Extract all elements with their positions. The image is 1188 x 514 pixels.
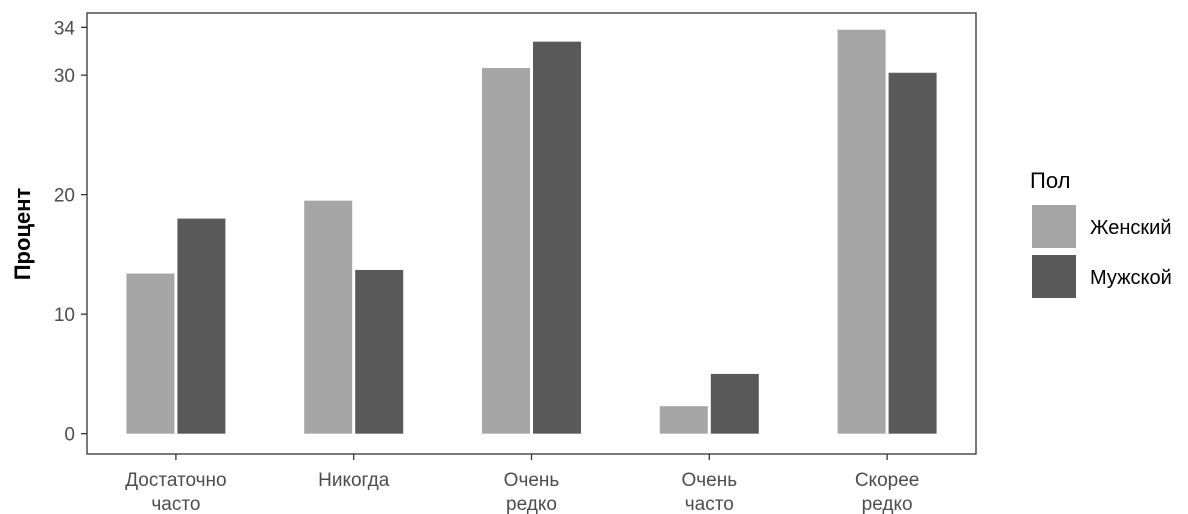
bar-male-1	[355, 269, 404, 434]
x-tick-label: Очень часто	[681, 470, 737, 514]
bar-male-4	[888, 72, 937, 434]
legend-swatch-male	[1032, 255, 1076, 298]
x-axis: Достаточно часто Никогда Очень редко Очень час…	[125, 454, 919, 514]
legend: Пол Женский Мужской	[1030, 168, 1172, 298]
x-tick-label: Скорее редко	[855, 470, 920, 514]
x-tick-label: Достаточно часто	[125, 470, 226, 514]
legend-label-female: Женский	[1090, 217, 1171, 239]
bar-female-0	[126, 273, 175, 434]
y-axis: 0 10 20 30 34	[54, 18, 87, 446]
y-tick-label: 0	[64, 425, 75, 446]
y-tick-label: 10	[54, 305, 75, 326]
y-tick-label: 34	[54, 18, 76, 39]
legend-label-male: Мужской	[1090, 267, 1172, 289]
y-tick-label: 20	[54, 186, 75, 207]
bar-male-0	[177, 218, 226, 434]
bars-layer	[126, 29, 937, 434]
legend-title: Пол	[1030, 168, 1070, 193]
x-tick-label: Очень редко	[504, 470, 560, 514]
y-axis-title: Процент	[10, 188, 35, 281]
legend-swatch-female	[1032, 205, 1076, 248]
bar-female-2	[482, 67, 530, 434]
bar-female-3	[659, 406, 708, 434]
bar-male-3	[710, 373, 759, 434]
bar-female-4	[837, 29, 886, 434]
x-tick-label: Никогда	[318, 470, 390, 491]
bar-female-1	[304, 200, 353, 434]
y-tick-label: 30	[54, 66, 75, 87]
bar-male-2	[533, 41, 581, 434]
